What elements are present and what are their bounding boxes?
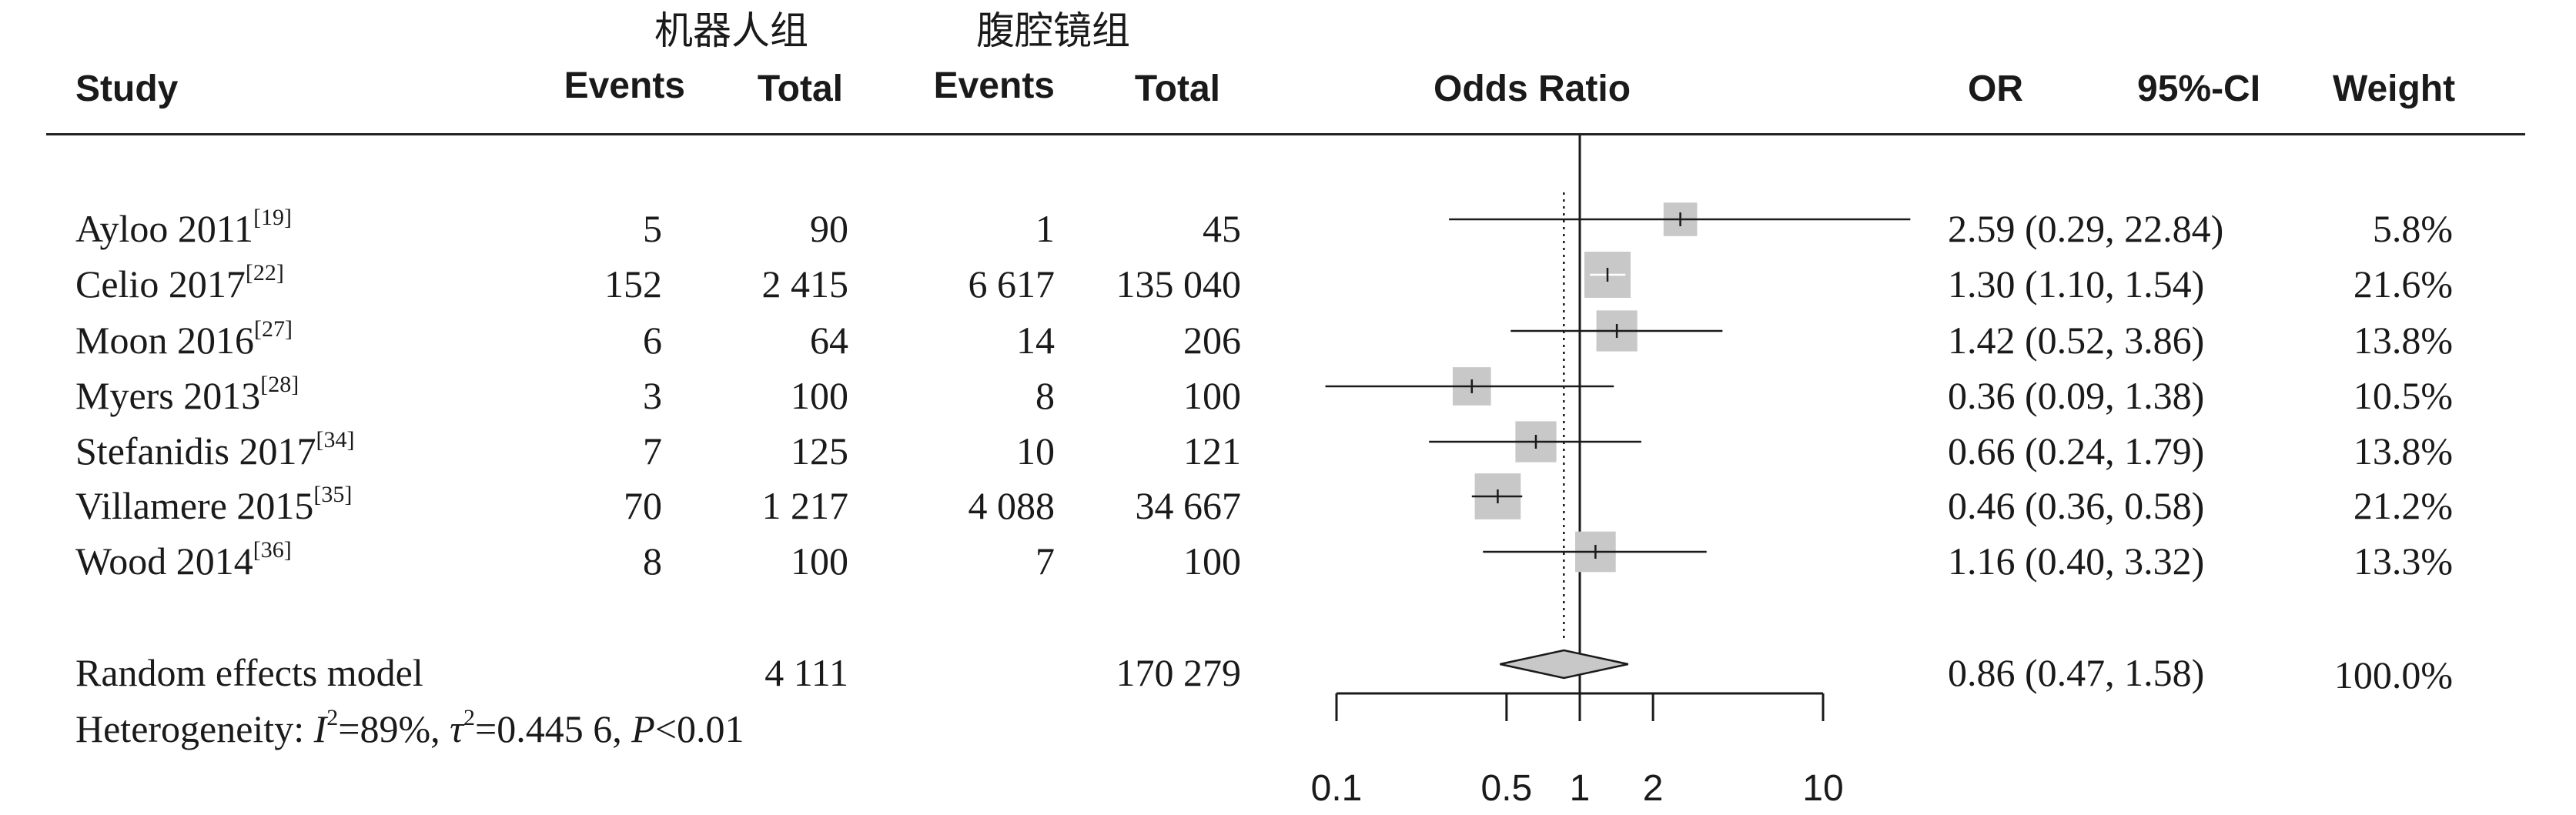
group-label-laparoscopic: 腹腔镜组 — [976, 8, 1130, 53]
study-name-text: Wood 2014 — [75, 539, 253, 583]
study-events-robot: 3 — [643, 374, 662, 417]
study-total-lap: 206 — [1183, 319, 1241, 362]
study-events-robot: 5 — [643, 207, 662, 250]
study-total-robot: 64 — [810, 319, 848, 362]
study-total-robot: 100 — [791, 539, 848, 583]
study-events-lap: 4 088 — [968, 484, 1055, 527]
header-events-robot: Events — [564, 65, 685, 106]
summary-total-lap: 170 279 — [1116, 651, 1242, 694]
study-events-robot: 7 — [643, 429, 662, 473]
study-name-text: Celio 2017 — [75, 262, 246, 306]
study-total-lap: 100 — [1183, 374, 1241, 417]
study-weight: 13.8% — [2353, 429, 2453, 473]
study-reference: [22] — [245, 260, 284, 286]
header-events-lap: Events — [933, 65, 1055, 106]
study-events-lap: 6 617 — [968, 262, 1055, 306]
study-name: Myers 2013[28] — [75, 373, 299, 418]
study-total-lap: 45 — [1203, 207, 1241, 250]
x-axis-tick-label: 1 — [1570, 768, 1591, 809]
study-reference: [19] — [253, 205, 293, 230]
study-reference: [27] — [253, 316, 293, 342]
header-total-robot: Total — [757, 68, 843, 109]
pooled-diamond — [1500, 649, 1629, 680]
study-total-lap: 135 040 — [1116, 262, 1242, 306]
p-value: <0.01 — [654, 707, 744, 750]
study-events-robot: 70 — [624, 484, 662, 527]
study-name-text: Ayloo 2011 — [75, 207, 254, 250]
x-axis-tick-label: 0.5 — [1481, 768, 1533, 809]
study-total-robot: 90 — [810, 207, 848, 250]
p-symbol: P — [631, 707, 655, 750]
summary-or-ci: 0.86 (0.47, 1.58) — [1948, 651, 2205, 694]
header-separator — [46, 133, 2525, 135]
header-weight: Weight — [2333, 68, 2456, 109]
study-or-ci: 1.42 (0.52, 3.86) — [1948, 319, 2205, 362]
study-name-text: Stefanidis 2017 — [75, 429, 316, 473]
heterogeneity-text: Heterogeneity: I2=89%, τ2=0.445 6, P<0.0… — [75, 706, 744, 751]
study-weight: 5.8% — [2372, 207, 2453, 250]
study-name-text: Villamere 2015 — [75, 484, 314, 527]
i2-symbol: I — [313, 707, 327, 750]
study-name-text: Myers 2013 — [75, 374, 261, 417]
heterogeneity-prefix: Heterogeneity: — [75, 707, 314, 750]
study-total-robot: 100 — [791, 374, 848, 417]
study-events-robot: 152 — [604, 262, 662, 306]
study-or-ci: 0.66 (0.24, 1.79) — [1948, 429, 2205, 473]
study-or-ci: 2.59 (0.29, 22.84) — [1948, 207, 2224, 250]
study-events-lap: 14 — [1016, 319, 1055, 362]
study-or-ci: 0.46 (0.36, 0.58) — [1948, 484, 2205, 527]
study-name: Moon 2016[27] — [75, 318, 293, 362]
study-total-robot: 125 — [791, 429, 848, 473]
i2-value: =89%, — [338, 707, 450, 750]
study-name: Villamere 2015[35] — [75, 483, 352, 528]
summary-label: Random effects model — [75, 651, 423, 694]
study-events-lap: 8 — [1035, 374, 1055, 417]
summary-weight: 100.0% — [2333, 653, 2453, 696]
header-study: Study — [75, 68, 179, 109]
study-name: Stefanidis 2017[34] — [75, 429, 354, 473]
header-total-lap: Total — [1134, 68, 1220, 109]
x-axis-tick-label: 10 — [1802, 768, 1843, 809]
study-reference: [35] — [313, 482, 353, 507]
study-name: Ayloo 2011[19] — [75, 206, 292, 251]
tau-superscript: 2 — [463, 705, 476, 730]
study-or-ci: 1.30 (1.10, 1.54) — [1948, 262, 2205, 306]
header-or: OR — [1968, 68, 2023, 109]
study-weight: 21.2% — [2353, 484, 2453, 527]
study-weight: 13.8% — [2353, 319, 2453, 362]
study-or-ci: 1.16 (0.40, 3.32) — [1948, 539, 2205, 583]
study-name: Wood 2014[36] — [75, 539, 292, 583]
study-events-robot: 6 — [643, 319, 662, 362]
header-odds-ratio: Odds Ratio — [1434, 68, 1631, 109]
study-events-lap: 7 — [1035, 539, 1055, 583]
study-reference: [34] — [316, 427, 355, 453]
header-ci: 95%-CI — [2137, 68, 2261, 109]
tau-value: =0.445 6, — [475, 707, 632, 750]
study-total-robot: 1 217 — [761, 484, 849, 527]
study-events-robot: 8 — [643, 539, 662, 583]
x-axis-tick-label: 0.1 — [1311, 768, 1363, 809]
study-total-lap: 34 667 — [1135, 484, 1242, 527]
study-events-lap: 10 — [1016, 429, 1055, 473]
study-name-text: Moon 2016 — [75, 319, 254, 362]
study-weight: 13.3% — [2353, 539, 2453, 583]
study-weight: 21.6% — [2353, 262, 2453, 306]
study-events-lap: 1 — [1035, 207, 1055, 250]
x-axis-tick-label: 2 — [1643, 768, 1664, 809]
summary-total-robot: 4 111 — [764, 651, 848, 694]
i2-superscript: 2 — [326, 705, 339, 730]
study-total-robot: 2 415 — [761, 262, 849, 306]
study-weight: 10.5% — [2353, 374, 2453, 417]
group-label-robot: 机器人组 — [654, 8, 808, 53]
study-name: Celio 2017[22] — [75, 262, 284, 306]
study-total-lap: 100 — [1183, 539, 1241, 583]
study-reference: [36] — [253, 537, 292, 563]
study-total-lap: 121 — [1183, 429, 1241, 473]
tau-symbol: τ — [450, 707, 464, 750]
study-reference: [28] — [260, 372, 299, 397]
study-or-ci: 0.36 (0.09, 1.38) — [1948, 374, 2205, 417]
